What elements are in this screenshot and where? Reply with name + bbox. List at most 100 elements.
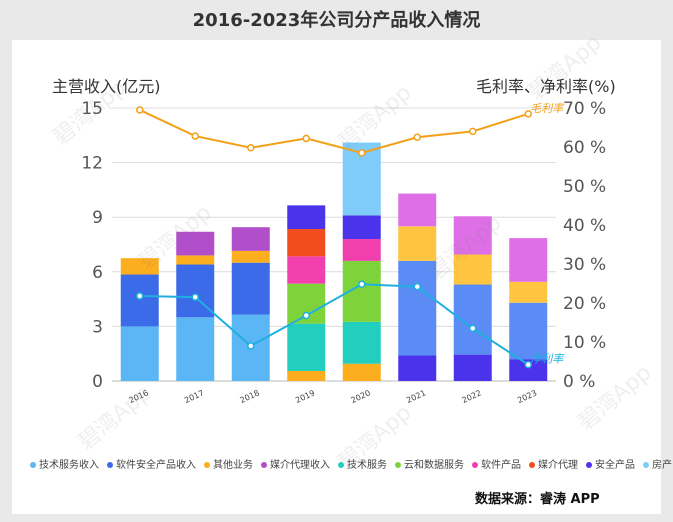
legend-item: 软件产品 [472,456,521,471]
legend-label: 媒介代理 [538,460,578,471]
x-tick-label: 2021 [405,388,427,405]
line-point [524,110,532,118]
legend-item: 安全产品 [586,456,635,471]
y-tick-left: 12 [81,154,103,174]
line-point [302,134,310,143]
y-tick-right: 30 % [563,255,606,275]
x-tick-label: 2017 [183,388,205,405]
legend-label: 媒介代理收入 [270,460,330,471]
legend-item: 房产 [643,456,672,471]
legend-label: 软件产品 [481,460,521,471]
bar-segment [398,226,437,261]
bar-segment [120,274,159,327]
legend-swatch [30,462,36,468]
line-point [413,282,421,291]
y-tick-left: 0 [92,372,103,392]
y-tick-left: 9 [92,208,103,228]
bar-segment [287,323,326,371]
bar-segment [287,256,326,284]
legend-swatch [586,462,592,468]
x-tick-label: 2022 [461,388,483,405]
legend-label: 软件安全产品收入 [116,460,196,471]
bar-segment [398,355,437,381]
legend-label: 其他业务 [213,460,253,471]
line-point [302,311,310,320]
line-point [247,342,255,350]
line-point [524,360,532,369]
bar-segment [176,255,215,265]
line-point [413,133,421,141]
y-tick-right: 50 % [563,177,606,197]
legend-item: 技术服务收入 [30,456,99,471]
legend-swatch [204,462,210,468]
bar-segment [231,262,270,315]
bar-segment [342,321,381,364]
chart-panel [12,40,661,514]
line-point [469,324,477,333]
bar-segment [398,193,437,227]
legend-label: 技术服务 [347,460,387,471]
y-tick-right: 40 % [563,216,606,236]
y-tick-right: 20 % [563,294,606,314]
legend-swatch [472,462,478,468]
legend-swatch [338,462,344,468]
legend-swatch [261,462,267,468]
line-point [358,280,366,289]
bar-segment [176,231,215,256]
bar-segment [453,216,492,255]
y-tick-left: 15 [81,99,103,119]
x-tick-label: 2018 [239,388,261,405]
line-point [247,144,255,152]
legend-swatch [529,462,535,468]
bar-segment [342,363,381,381]
legend-item: 其他业务 [204,456,253,471]
bar-segment [509,302,548,360]
legend-item: 软件安全产品收入 [107,456,196,471]
y-axis-left-title: 主营收入(亿元) [52,77,161,96]
legend-label: 房产 [652,460,672,471]
line-point [358,149,366,157]
y-tick-left: 3 [92,317,103,337]
bar-segment [120,326,159,381]
bar-segment [453,354,492,381]
x-tick-label: 2023 [516,388,538,405]
legend-item: 媒介代理收入 [261,456,330,471]
bar-segment [176,317,215,381]
x-tick-label: 2016 [128,388,150,405]
chart-legend: 技术服务收入 软件安全产品收入 其他业务 媒介代理收入 技术服务 云和数据服务 软件产品 媒介… [30,456,672,471]
bar-segment [342,239,381,261]
bar-segment [509,238,548,282]
bar-segment [231,227,270,251]
y-tick-left: 6 [92,263,103,283]
line-label: 净利率 [530,353,565,366]
bar-segment [231,250,270,263]
chart-title: 2016-2023年公司分产品收入情况 [192,10,481,31]
source-note: 数据来源：睿涛 APP [475,492,600,507]
y-tick-right: 10 % [563,333,606,353]
legend-swatch [643,462,649,468]
line-point [191,293,199,301]
line-point [469,127,477,136]
bar-segment [120,258,159,275]
legend-label: 技术服务收入 [39,460,99,471]
line-point [136,292,144,300]
y-tick-right: 0 % [563,372,595,392]
line-path [139,109,529,154]
legend-label: 安全产品 [595,460,635,471]
x-tick-label: 2020 [350,388,372,405]
bar-series [120,142,548,381]
bar-segment [342,215,381,240]
x-tick-label: 2019 [294,388,316,405]
line-label: 毛利率 [530,102,565,115]
bar-segment [287,370,326,381]
bar-segment [287,229,326,257]
legend-label: 云和数据服务 [404,460,464,471]
line-point [191,132,199,140]
y-tick-right: 60 % [563,138,606,158]
bar-segment [287,205,326,230]
legend-item: 媒介代理 [529,456,578,471]
bar-segment [509,359,548,381]
y-tick-right: 70 % [563,99,606,119]
